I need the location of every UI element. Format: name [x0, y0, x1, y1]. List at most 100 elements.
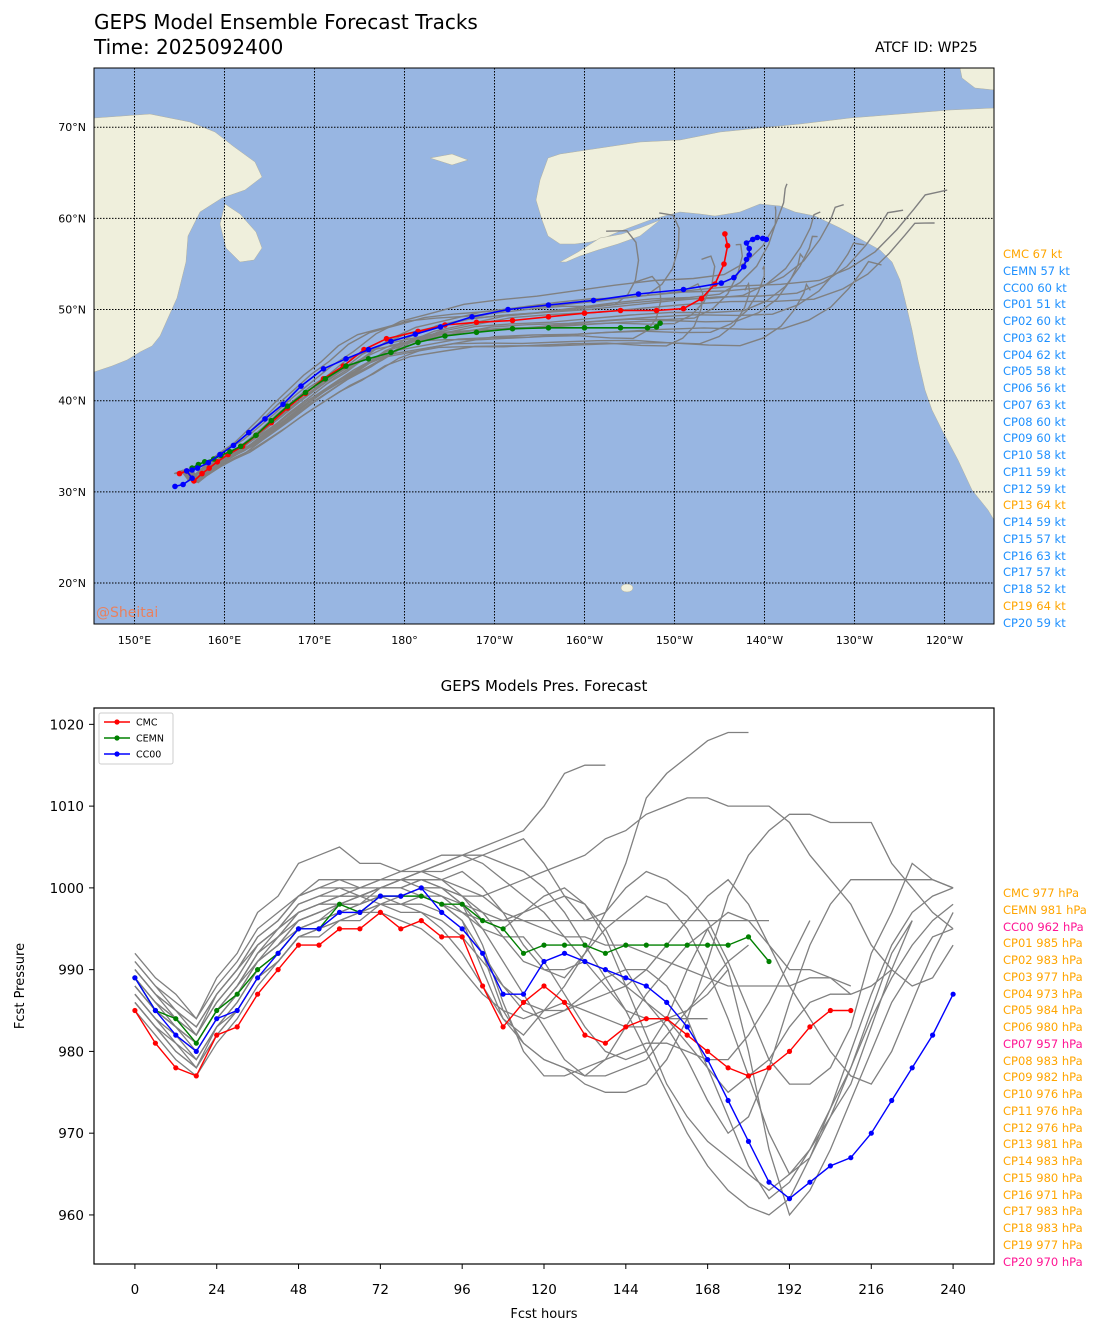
pressure-point-cmc [561, 999, 568, 1006]
land-wrangel [429, 153, 469, 166]
pressure-point-cemn [214, 1007, 220, 1014]
track-point-cemn [365, 356, 372, 362]
pressure-point-cemn [561, 942, 568, 948]
pressure-legend-list: CMC 977 hPa CEMN 981 hPa CC00 962 hPa CP01 … [1003, 885, 1087, 1270]
track-point-cc00 [298, 383, 304, 389]
map-title: GEPS Model Ensemble Forecast Tracks [94, 10, 478, 34]
pressure-point-cmc [705, 1048, 711, 1054]
wind-legend-item-cp17: CP17 57 kt [1003, 565, 1066, 580]
pressure-legend-item-cmc: CMC 977 hPa [1003, 886, 1079, 900]
track-point-cmc [724, 242, 731, 249]
legend-marker-cmc [114, 719, 120, 725]
pressure-point-cc00 [786, 1196, 793, 1202]
pressure-point-cmc [193, 1073, 199, 1079]
x-tick-label: 168 [695, 1282, 721, 1298]
track-point-cc00 [180, 481, 186, 488]
pressure-point-cmc [786, 1048, 793, 1054]
pressure-legend-item-cp16: CP16 971 hPa [1003, 1187, 1083, 1202]
pressure-point-cmc [459, 934, 465, 940]
pressure-point-cmc [377, 909, 383, 916]
pressure-legend-item-cp13: CP13 981 hPa [1003, 1137, 1083, 1152]
pressure-legend-item-cp05: CP05 984 hPa [1003, 1003, 1083, 1018]
legend-box [98, 712, 174, 765]
pressure-point-cemn [664, 942, 670, 948]
track-point-cc00 [262, 416, 268, 422]
legend-label-cc00: CC00 [136, 750, 161, 761]
legend-marker-cc00 [114, 751, 120, 757]
map-time: Time: 2025092400 [94, 35, 284, 59]
pressure-point-cc00 [234, 1007, 240, 1014]
member-pressure-lines [134, 731, 954, 1217]
x-tick-label: 144 [613, 1282, 639, 1298]
member-pressure-line [134, 854, 954, 1216]
track-point-cemn [617, 325, 624, 331]
pressure-point-cemn [234, 991, 240, 997]
pressure-legend-item-cp01: CP01 985 hPa [1003, 936, 1083, 951]
wind-legend-item-cp12: CP12 59 kt [1003, 481, 1066, 496]
member-pressure-line [134, 887, 954, 1176]
wind-legend-item-cp08: CP08 60 kt [1003, 414, 1066, 429]
pressure-point-cemn [439, 901, 445, 907]
pressure-point-cc00 [295, 926, 302, 932]
member-pressure-line [134, 878, 954, 1085]
pressure-legend-item-cp15: CP15 980 hPa [1003, 1170, 1083, 1185]
legend-marker-cemn [114, 735, 120, 741]
pressure-point-cmc [848, 1007, 854, 1014]
lon-tick-label: 160°W [566, 634, 603, 647]
pressure-point-cemn [725, 942, 731, 948]
track-point-cc00 [172, 483, 178, 490]
track-point-cmc [722, 231, 728, 237]
pressure-point-cemn [480, 918, 486, 924]
pressure-point-cemn [745, 934, 752, 940]
track-point-cmc [581, 310, 588, 317]
pressure-point-cmc [623, 1024, 629, 1030]
pressure-point-cc00 [459, 926, 465, 932]
lon-tick-label: 180° [391, 634, 418, 647]
pressure-legend-item-cp11: CP11 976 hPa [1003, 1103, 1083, 1118]
pressure-chart-title: GEPS Models Pres. Forecast [440, 677, 648, 695]
track-point-cc00 [388, 338, 394, 345]
track-point-cc00 [205, 459, 212, 466]
pressure-point-cmc [398, 926, 404, 932]
track-point-cc00 [320, 366, 327, 372]
member-pressure-line [134, 838, 954, 1085]
track-point-cc00 [412, 331, 419, 338]
pressure-point-cc00 [377, 893, 383, 899]
wind-legend-item-cp15: CP15 57 kt [1003, 531, 1066, 546]
pressure-point-cmc [745, 1073, 752, 1079]
wind-legend-item-cp02: CP02 60 kt [1003, 314, 1066, 328]
track-point-cmc [653, 307, 660, 314]
track-point-cc00 [718, 280, 725, 286]
pressure-point-cc00 [214, 1016, 220, 1022]
member-track [180, 235, 818, 483]
pressure-legend-item-cp07: CP07 957 hPa [1003, 1036, 1083, 1051]
map-tick-labels: 150°E 160°E 170°E 180° 170°W 160°W 150°W 140°W 1… [58, 121, 963, 647]
track-point-cmc [680, 305, 687, 312]
track-point-cmc [383, 335, 390, 342]
pressure-point-cemn [500, 926, 506, 932]
pressure-point-cc00 [684, 1024, 690, 1030]
wind-legend-item-cp01: CP01 51 kt [1003, 297, 1066, 312]
pressure-point-cmc [643, 1016, 649, 1022]
pressure-point-cemn [623, 942, 629, 948]
track-point-cc00 [437, 324, 444, 330]
pressure-point-cmc [295, 942, 302, 948]
pressure-point-cmc [684, 1032, 690, 1038]
track-point-cemn [388, 349, 394, 356]
lat-tick-label: 20°N [58, 577, 86, 590]
member-track [183, 282, 704, 484]
track-point-cc00 [746, 245, 752, 252]
track-point-cemn [253, 432, 259, 439]
track-point-cmc [721, 261, 727, 267]
pressure-point-cc00 [152, 1007, 158, 1014]
lon-tick-label: 170°E [298, 634, 331, 647]
pressure-point-cemn [336, 901, 343, 907]
pressure-point-cemn [520, 950, 527, 956]
y-tick-label: 980 [58, 1044, 84, 1060]
lon-tick-label: 130°W [836, 634, 873, 647]
land-hawaii [620, 583, 634, 593]
track-point-cc00 [590, 297, 597, 304]
track-point-cemn [302, 389, 309, 396]
pressure-point-cemn [684, 942, 690, 948]
wind-legend: CMC 67 kt CEMN 57 kt CC00 60 kt CP01 51 kt C… [1003, 246, 1070, 631]
